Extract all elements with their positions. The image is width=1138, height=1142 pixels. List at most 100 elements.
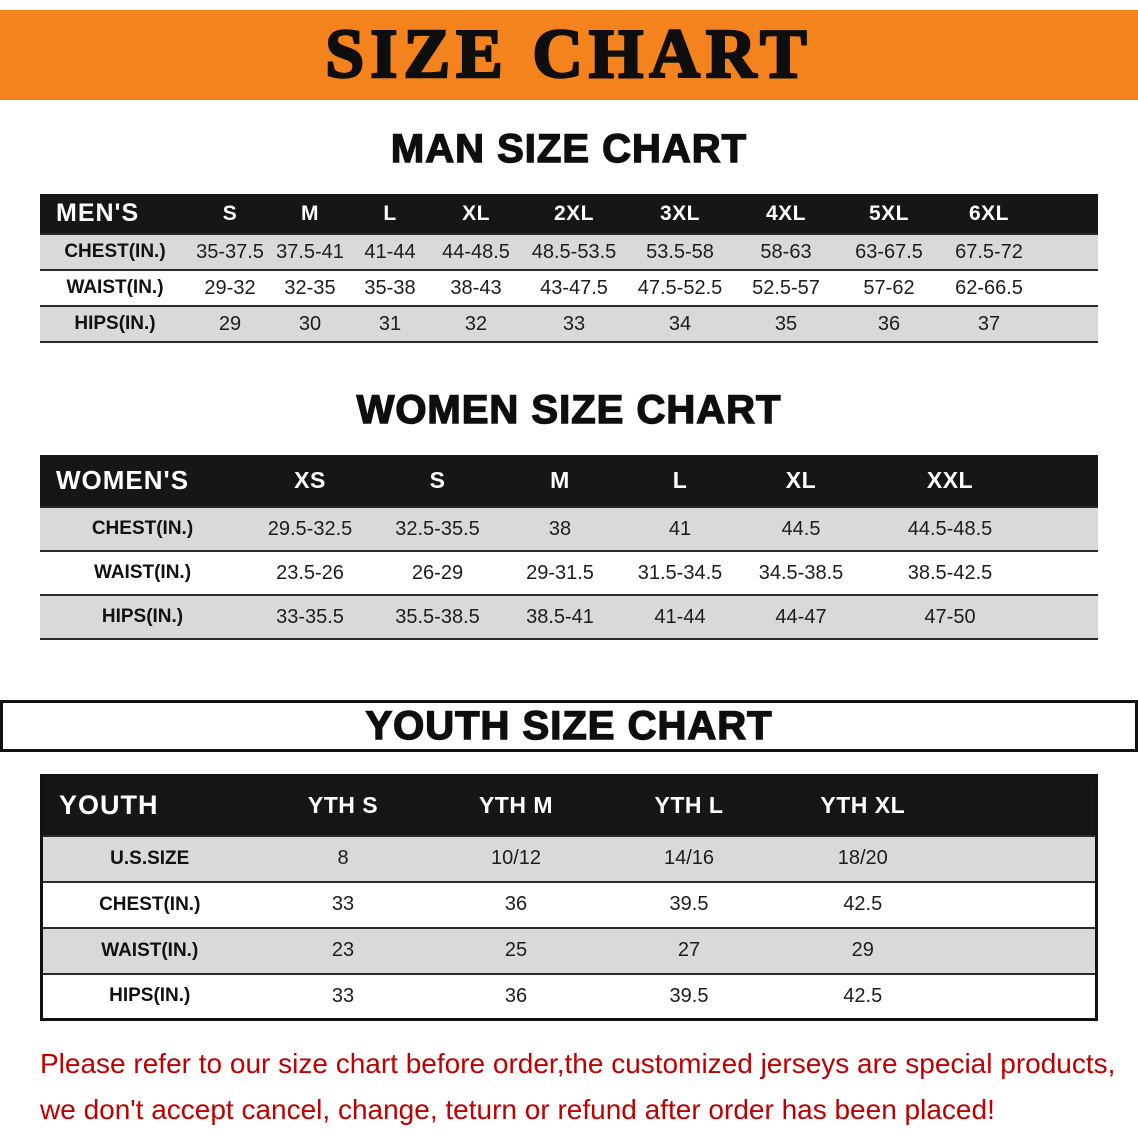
- size-value-cell: 38-43: [450, 276, 502, 299]
- table-corner-label: MEN'S: [40, 194, 190, 234]
- size-column-header: M: [500, 455, 620, 507]
- size-column-header: YTH XL: [775, 775, 1097, 836]
- women-section-heading: WOMEN SIZE CHART: [356, 387, 782, 432]
- size-column-header: YTH S: [256, 775, 430, 836]
- size-value-cell: 30: [298, 312, 322, 335]
- size-value-cell: 29-32: [204, 276, 256, 299]
- men-size-table: MEN'S S M L XL 2XL 3XL 4XL 5XL 6XL CHEST(IN.) 35-37…: [40, 194, 1098, 343]
- size-value-cell: 29: [218, 312, 242, 335]
- size-value-cell: 29: [851, 939, 874, 961]
- disclaimer: Please refer to our size chart before or…: [40, 1041, 1116, 1133]
- banner: SIZE CHART: [0, 10, 1138, 100]
- table-header-row: YOUTH YTH S YTH M YTH L YTH XL: [41, 775, 1097, 836]
- men-section-heading: MAN SIZE CHART: [390, 126, 748, 171]
- disclaimer-line-2: we don't accept cancel, change, teturn o…: [40, 1094, 995, 1125]
- size-value-cell: 35-37.5: [196, 240, 264, 263]
- size-value-cell: 29-31.5: [526, 561, 594, 584]
- size-value-cell: 62-66.5: [955, 276, 1023, 299]
- table-corner-label: YOUTH: [41, 775, 257, 836]
- row-label: CHEST(IN.): [64, 241, 166, 262]
- table-row: HIPS(IN.) 29 30 31 32 33 34 35 36 37: [40, 306, 1098, 342]
- size-value-cell: 38.5-42.5: [907, 561, 993, 584]
- size-column-header: 5XL: [838, 194, 940, 234]
- size-value-cell: 25: [504, 939, 528, 961]
- size-value-cell: 43-47.5: [540, 276, 608, 299]
- size-value-cell: 35: [774, 312, 798, 335]
- size-column-header: L: [620, 455, 740, 507]
- size-column-header: 6XL: [940, 194, 1098, 234]
- row-label: WAIST(IN.): [93, 562, 192, 583]
- row-label: CHEST(IN.): [91, 518, 194, 539]
- size-value-cell: 29.5-32.5: [267, 517, 353, 540]
- row-label: U.S.SIZE: [110, 847, 190, 869]
- size-value-cell: 41: [668, 517, 692, 540]
- row-label: HIPS(IN.): [74, 313, 156, 334]
- size-value-cell: 36: [504, 893, 528, 915]
- table-row: HIPS(IN.) 33 36 39.5 42.5: [41, 973, 1097, 1020]
- table-row: U.S.SIZE 8 10/12 14/16 18/20: [41, 835, 1097, 882]
- size-value-cell: 33: [562, 312, 586, 335]
- size-value-cell: 32.5-35.5: [395, 517, 480, 540]
- table-row: WAIST(IN.) 29-32 32-35 35-38 38-43 43-47.5 47.…: [40, 270, 1098, 306]
- size-value-cell: 38.5-41: [526, 605, 594, 628]
- size-value-cell: 31: [378, 312, 402, 335]
- size-value-cell: 47-50: [924, 605, 976, 628]
- size-value-cell: 33: [331, 893, 355, 915]
- table-row: CHEST(IN.) 35-37.5 37.5-41 41-44 44-48.5 48.5…: [40, 234, 1098, 270]
- size-value-cell: 38: [548, 517, 572, 540]
- size-value-cell: 67.5-72: [955, 240, 1023, 263]
- size-value-cell: 35.5-38.5: [395, 605, 480, 628]
- size-column-header: 3XL: [626, 194, 734, 234]
- size-value-cell: 53.5-58: [646, 240, 714, 263]
- size-column-header: M: [270, 194, 350, 234]
- size-value-cell: 27: [677, 939, 701, 961]
- size-column-header: XL: [430, 194, 522, 234]
- page-title: SIZE CHART: [324, 15, 813, 95]
- size-value-cell: 37: [977, 312, 1001, 335]
- row-label: HIPS(IN.): [101, 606, 184, 627]
- size-value-cell: 57-62: [863, 276, 915, 299]
- size-column-header: S: [375, 455, 500, 507]
- row-label: CHEST(IN.): [99, 893, 201, 915]
- youth-section-heading: YOUTH SIZE CHART: [0, 700, 1138, 752]
- size-value-cell: 32-35: [284, 276, 336, 299]
- size-value-cell: 36: [877, 312, 901, 335]
- size-column-header: S: [190, 194, 270, 234]
- size-value-cell: 44-48.5: [442, 240, 510, 263]
- size-value-cell: 44-47: [775, 605, 827, 628]
- size-value-cell: 41-44: [654, 605, 706, 628]
- size-value-cell: 26-29: [411, 561, 464, 584]
- table-row: WAIST(IN.) 23.5-26 26-29 29-31.5 31.5-34.5 34…: [40, 551, 1098, 595]
- table-header-row: MEN'S S M L XL 2XL 3XL 4XL 5XL 6XL: [40, 194, 1098, 234]
- size-value-cell: 14/16: [663, 847, 715, 869]
- size-chart-page: SIZE CHART MAN SIZE CHART MEN'S S M L XL 2XL 3…: [0, 10, 1138, 1142]
- size-value-cell: 10/12: [490, 847, 542, 869]
- size-column-header: 2XL: [522, 194, 626, 234]
- women-size-table: WOMEN'S XS S M L XL XXL CHEST(IN.) 29.5-32.5 32.5…: [40, 455, 1098, 640]
- size-column-header: 4XL: [734, 194, 838, 234]
- size-value-cell: 58-63: [760, 240, 812, 263]
- size-column-header: XL: [740, 455, 862, 507]
- row-label: WAIST(IN.): [66, 277, 164, 298]
- size-value-cell: 33: [331, 984, 355, 1007]
- size-column-header: L: [350, 194, 430, 234]
- size-value-cell: 42.5: [843, 984, 883, 1007]
- size-value-cell: 44.5: [781, 517, 821, 540]
- size-column-header: XS: [245, 455, 375, 507]
- table-header-row: WOMEN'S XS S M L XL XXL: [40, 455, 1098, 507]
- size-column-header: YTH L: [602, 775, 776, 836]
- size-value-cell: 44.5-48.5: [907, 517, 993, 540]
- size-value-cell: 8: [337, 847, 349, 869]
- table-corner-label: WOMEN'S: [40, 455, 245, 507]
- size-column-header: XXL: [862, 455, 1098, 507]
- disclaimer-line-1: Please refer to our size chart before or…: [40, 1048, 1116, 1079]
- table-row: HIPS(IN.) 33-35.5 35.5-38.5 38.5-41 41-44 44-…: [40, 595, 1098, 639]
- row-label: HIPS(IN.): [109, 985, 191, 1007]
- table-row: CHEST(IN.) 29.5-32.5 32.5-35.5 38 41 44.5 44.5…: [40, 507, 1098, 551]
- size-column-header: YTH M: [429, 775, 603, 836]
- size-value-cell: 39.5: [669, 984, 709, 1007]
- size-value-cell: 37.5-41: [276, 240, 344, 263]
- size-value-cell: 31.5-34.5: [637, 561, 723, 584]
- size-value-cell: 52.5-57: [752, 276, 820, 299]
- table-row: WAIST(IN.) 23 25 27 29: [41, 927, 1097, 974]
